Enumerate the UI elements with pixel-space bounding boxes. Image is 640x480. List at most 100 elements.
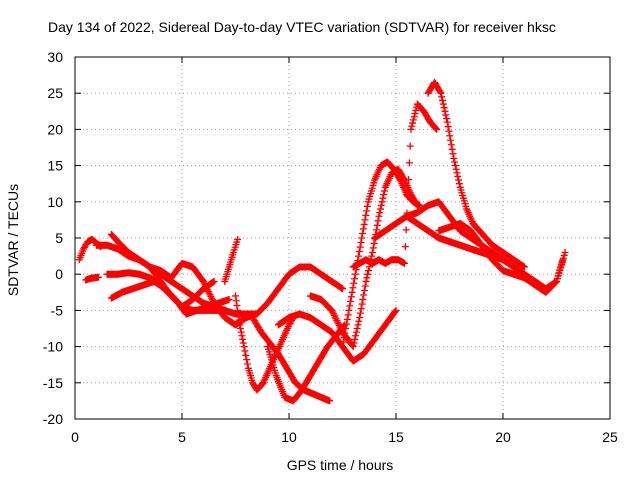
data-point bbox=[241, 347, 249, 355]
data-point bbox=[401, 259, 409, 267]
data-point bbox=[208, 296, 216, 304]
data-point bbox=[359, 296, 367, 304]
data-point bbox=[379, 194, 387, 202]
y-tick-label: 30 bbox=[47, 49, 63, 65]
data-point bbox=[375, 212, 383, 220]
series-arc-2 bbox=[82, 273, 103, 284]
data-point bbox=[449, 150, 457, 158]
data-point bbox=[335, 321, 343, 329]
data-point bbox=[326, 397, 334, 405]
data-point bbox=[363, 274, 371, 282]
data-point bbox=[334, 318, 342, 326]
data-point bbox=[232, 297, 240, 305]
data-point bbox=[561, 248, 569, 256]
series-arc-19 bbox=[403, 212, 567, 293]
x-tick-label: 15 bbox=[388, 429, 404, 445]
data-point bbox=[238, 332, 246, 340]
data-point bbox=[443, 118, 451, 126]
data-point bbox=[447, 141, 455, 149]
data-point bbox=[552, 278, 560, 286]
data-point bbox=[451, 162, 459, 170]
data-point bbox=[336, 323, 344, 331]
data-point bbox=[351, 275, 359, 283]
data-point bbox=[374, 217, 382, 225]
data-point bbox=[339, 343, 346, 351]
data-point bbox=[361, 216, 369, 224]
data-point bbox=[409, 119, 417, 127]
data-point bbox=[360, 220, 368, 228]
data-point bbox=[234, 311, 242, 319]
data-point bbox=[376, 209, 384, 217]
x-tick-label: 0 bbox=[71, 429, 79, 445]
series-arc-12 bbox=[264, 321, 349, 405]
data-point bbox=[348, 288, 356, 296]
data-point bbox=[201, 281, 209, 289]
series-arc-15 bbox=[339, 158, 424, 351]
x-tick-label: 5 bbox=[178, 429, 186, 445]
data-point bbox=[363, 202, 371, 210]
data-point bbox=[204, 287, 212, 295]
data-point bbox=[362, 211, 370, 219]
data-point bbox=[243, 360, 251, 368]
series-arc-18 bbox=[424, 78, 528, 271]
data-point bbox=[350, 279, 358, 287]
data-point bbox=[351, 270, 359, 278]
data-point bbox=[358, 300, 366, 308]
data-point bbox=[341, 329, 349, 337]
data-point bbox=[407, 125, 415, 133]
data-point bbox=[361, 282, 369, 290]
data-point bbox=[454, 172, 462, 180]
y-tick-label: -20 bbox=[43, 411, 63, 427]
data-point bbox=[452, 165, 460, 173]
y-tick-label: 25 bbox=[47, 85, 63, 101]
data-point bbox=[436, 88, 444, 96]
data-point bbox=[234, 306, 242, 314]
chart-title: Day 134 of 2022, Sidereal Day-to-day VTE… bbox=[48, 19, 556, 35]
data-point bbox=[239, 335, 247, 343]
data-point bbox=[409, 116, 417, 124]
data-point bbox=[380, 187, 388, 195]
data-point bbox=[412, 106, 420, 114]
data-point bbox=[340, 334, 348, 342]
data-point bbox=[392, 306, 400, 314]
data-point bbox=[439, 100, 447, 108]
y-tick-label: 10 bbox=[47, 194, 63, 210]
data-point bbox=[330, 311, 338, 319]
data-point bbox=[208, 294, 216, 302]
series-arc-7 bbox=[146, 259, 250, 329]
data-point bbox=[232, 292, 239, 300]
data-point bbox=[368, 248, 376, 256]
data-point bbox=[520, 263, 528, 271]
data-point bbox=[328, 306, 336, 314]
data-point bbox=[349, 343, 357, 351]
data-point bbox=[453, 169, 461, 177]
grid bbox=[75, 57, 610, 419]
data-point bbox=[368, 252, 376, 260]
data-point bbox=[401, 243, 409, 251]
data-point bbox=[236, 321, 244, 329]
data-point bbox=[372, 226, 380, 234]
series-arc-6 bbox=[107, 277, 233, 318]
data-point bbox=[363, 207, 371, 215]
data-point bbox=[376, 205, 384, 213]
data-point bbox=[352, 332, 360, 340]
data-point bbox=[333, 316, 341, 324]
data-point bbox=[356, 309, 364, 317]
data-point bbox=[234, 235, 242, 243]
data-point bbox=[344, 311, 352, 319]
axis-ticks: 0 5 10 15 20 25 -20 -15 -10 -5 0 5 10 15 20 25 30 bbox=[43, 49, 618, 445]
data-point bbox=[438, 93, 446, 101]
data-point bbox=[225, 296, 233, 304]
data-point bbox=[442, 111, 450, 119]
x-tick-label: 25 bbox=[602, 429, 618, 445]
data-point bbox=[353, 325, 361, 332]
data-point bbox=[359, 225, 367, 233]
y-axis-label: SDTVAR / TECUs bbox=[5, 184, 21, 296]
data-point bbox=[349, 284, 357, 292]
data-point bbox=[364, 270, 372, 278]
data-point bbox=[369, 244, 377, 252]
data-point bbox=[448, 145, 456, 153]
data-point bbox=[411, 110, 419, 118]
data-point bbox=[339, 285, 346, 293]
data-point bbox=[200, 279, 208, 287]
